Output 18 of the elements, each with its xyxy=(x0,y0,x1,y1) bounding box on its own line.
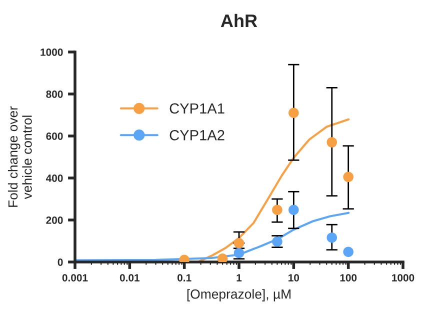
legend-label: CYP1A1 xyxy=(170,103,224,114)
chart-title: AhR xyxy=(220,14,258,27)
x-tick-label: 0.1 xyxy=(178,274,192,282)
x-tick-label: 1 xyxy=(236,274,242,282)
legend-label: CYP1A2 xyxy=(170,130,224,140)
y-tick-label: 200 xyxy=(46,216,63,224)
y-tick-label: 0 xyxy=(58,258,63,266)
y-tick-label: 1000 xyxy=(40,48,63,56)
x-tick-label: 0.01 xyxy=(120,274,140,282)
x-tick-label: 10 xyxy=(288,274,300,282)
y-tick-label: 600 xyxy=(46,132,63,140)
y-tick-label: 800 xyxy=(46,90,63,98)
x-axis-title: [Omeprazole], µM xyxy=(187,289,290,302)
x-tick-label: 100 xyxy=(340,274,357,282)
x-tick-label: 0.001 xyxy=(62,274,88,282)
y-tick-label: 400 xyxy=(46,174,63,182)
x-tick-label: 1000 xyxy=(392,274,414,282)
y-axis-title: Fold change over vehicle control xyxy=(8,106,32,207)
